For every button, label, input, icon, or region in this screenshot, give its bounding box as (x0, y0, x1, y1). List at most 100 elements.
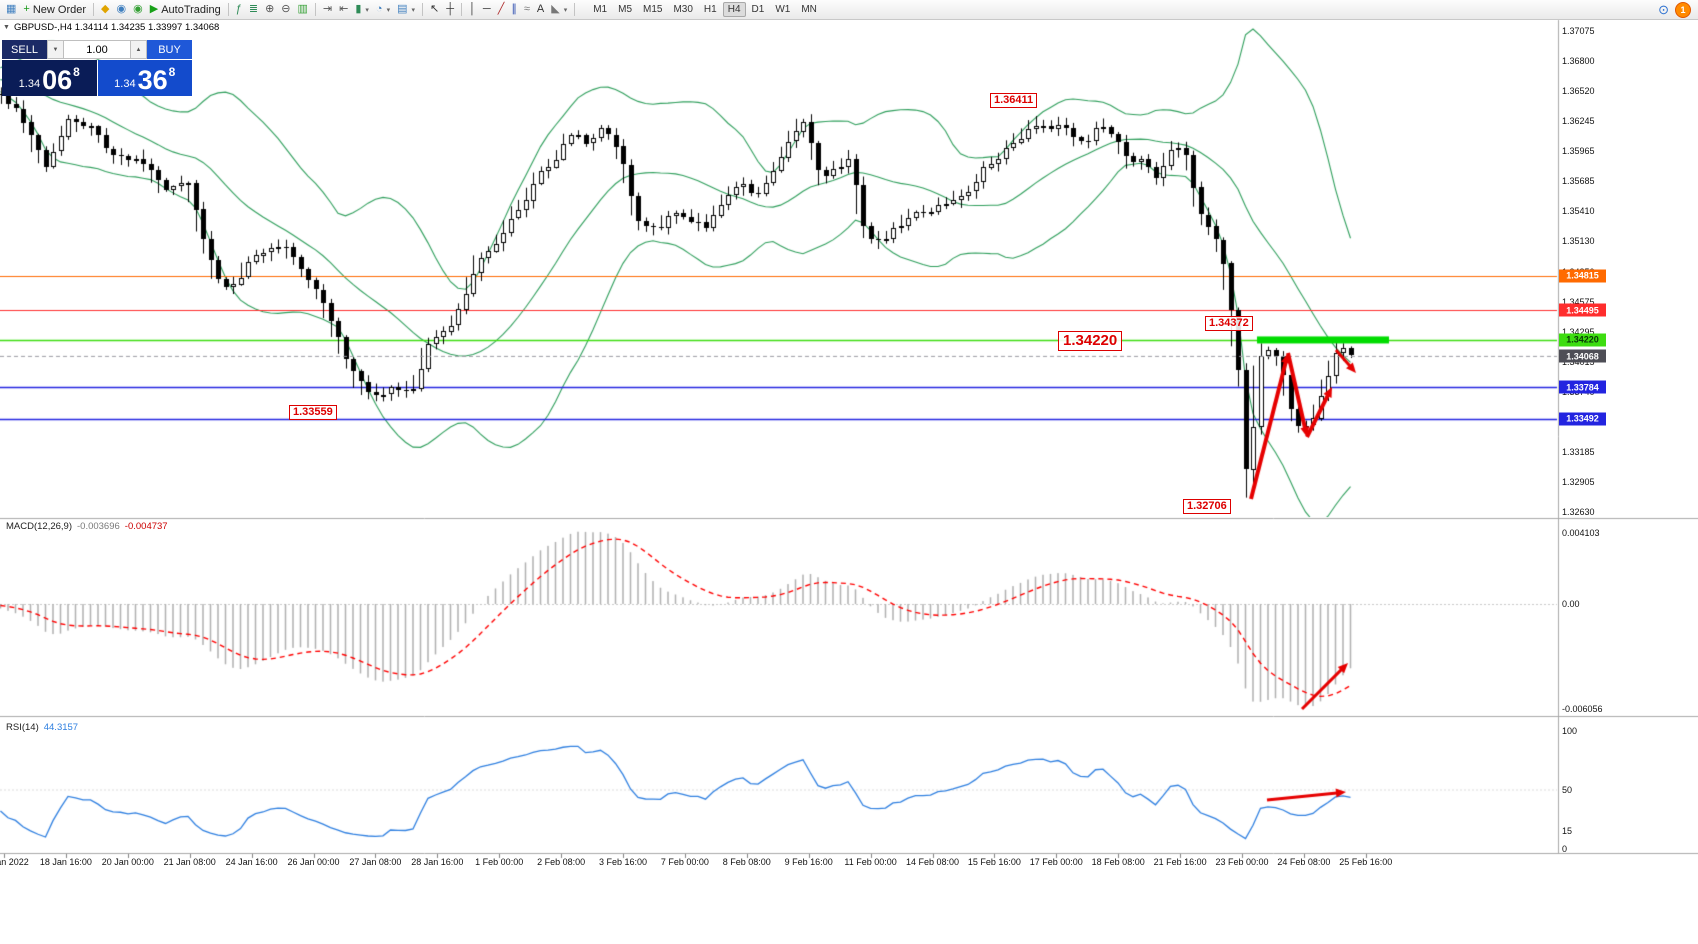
sell-price-sup: 8 (73, 65, 80, 79)
indicators-icon[interactable]: ƒ (233, 1, 245, 18)
price-callout[interactable]: 1.34220 (1058, 331, 1123, 351)
timeframe-m5[interactable]: M5 (618, 4, 633, 15)
time-axis-label: 14 Feb 08:00 (905, 857, 960, 867)
time-axis-label: 17 Jan 2022 (0, 857, 29, 867)
price-axis-tick: 1.33185 (1562, 446, 1595, 457)
price-line-label: 1.33784 (1559, 380, 1606, 394)
time-axis-label: 21 Jan 08:00 (163, 857, 216, 867)
new-order-button-label: New Order (32, 3, 87, 16)
buy-price-big: 36 (137, 65, 168, 95)
sell-button[interactable]: SELL (2, 40, 47, 59)
indicator-list-icon[interactable]: ≣ (246, 1, 261, 18)
timeframe-m1[interactable]: M1 (593, 4, 608, 15)
new-chart-icon[interactable]: ▦ (3, 1, 19, 18)
search-icon[interactable]: ⊙ (1658, 1, 1669, 17)
shapes-icon[interactable]: ◣ ▾ (548, 1, 570, 18)
time-axis-label: 15 Feb 16:00 (967, 857, 1021, 867)
toolbar-separator (93, 3, 95, 16)
price-callout[interactable]: 1.33559 (289, 405, 337, 420)
templates-icon[interactable]: ▤ ▾ (394, 1, 418, 18)
trendline-icon-glyph: ╱ (497, 3, 505, 15)
cursor-icon[interactable]: ↖ (427, 1, 442, 18)
toolbar-separator (227, 3, 229, 16)
toolbar-separator (461, 3, 463, 16)
volume-increase-button[interactable]: ▲ (130, 40, 147, 59)
vertical-line-icon[interactable]: │ (466, 1, 479, 18)
volume-input[interactable] (64, 40, 130, 59)
timeframe-m30[interactable]: M30 (673, 4, 693, 15)
timeframe-h1[interactable]: H1 (703, 4, 717, 15)
auto-scroll-icon[interactable]: ⇥ (320, 1, 335, 18)
time-axis-label: 21 Feb 16:00 (1153, 857, 1207, 867)
price-callout[interactable]: 1.36411 (990, 93, 1038, 108)
price-line-label: 1.34220 (1559, 333, 1606, 347)
equidistant-channel-icon[interactable]: ∥ (508, 1, 520, 18)
time-axis-label: 7 Feb 00:00 (660, 857, 709, 867)
one-click-trading-panel: SELL ▼ ▲ BUY 1.34 06 8 1.34 36 8 (2, 40, 192, 96)
timeframe-mn[interactable]: MN (801, 4, 817, 15)
time-axis-label: 20 Jan 00:00 (101, 857, 154, 867)
strategy-tester-icon-glyph: ◉ (133, 3, 143, 15)
vertical-line-icon-glyph: │ (469, 3, 476, 15)
volume-decrease-button[interactable]: ▼ (47, 40, 64, 59)
fibonacci-icon-glyph: ≈ (523, 3, 530, 15)
crosshair-icon[interactable]: ┼ (443, 1, 457, 18)
price-callout[interactable]: 1.34372 (1205, 316, 1253, 331)
price-axis-tick: 1.35410 (1562, 206, 1595, 217)
zoom-in-icon[interactable]: ⊕ (262, 1, 277, 18)
price-axis-tick: 1.36245 (1562, 115, 1595, 126)
tile-windows-icon[interactable]: ▥ (295, 1, 311, 18)
new-order-button[interactable]: + New Order (20, 1, 89, 18)
toolbar-right: ⊙ 1 (1658, 1, 1695, 18)
current-price-label: 1.34068 (1559, 349, 1606, 363)
price-line-label: 1.33492 (1559, 412, 1606, 426)
strategy-tester-icon[interactable]: ◉ (130, 1, 146, 18)
chart-type-icon-glyph: ▮ (355, 3, 362, 15)
autotrading-button-label: AutoTrading (161, 3, 221, 16)
price-axis-tick: 1.36800 (1562, 55, 1595, 66)
timeframe-h4[interactable]: H4 (722, 2, 746, 17)
new-chart-icon-glyph: ▦ (6, 3, 17, 15)
time-axis-label: 28 Jan 16:00 (411, 857, 464, 867)
time-axis-label: 3 Feb 16:00 (598, 857, 648, 867)
notifications-badge[interactable]: 1 (1675, 1, 1691, 18)
auto-scroll-icon-glyph: ⇥ (322, 3, 333, 15)
fibonacci-icon[interactable]: ≈ (521, 1, 533, 18)
rsi-label: RSI(14) 44.3157 (6, 722, 78, 733)
oneclick-collapse-icon[interactable]: ▼ (3, 24, 10, 31)
sell-price-big: 06 (42, 65, 73, 95)
price-line-label: 1.34815 (1559, 269, 1606, 283)
indicator-list-icon-glyph: ≣ (248, 3, 259, 15)
timeframe-w1[interactable]: W1 (775, 4, 791, 15)
trade-prices-row: 1.34 06 8 1.34 36 8 (2, 60, 192, 96)
mql5-community-icon[interactable]: ◆ (98, 1, 112, 18)
autotrading-button[interactable]: ▶ AutoTrading (147, 1, 224, 18)
price-axis-tick: 1.32630 (1562, 507, 1595, 517)
period-icon[interactable]: ◔ ▾ (373, 1, 393, 18)
text-label-icon[interactable]: A (534, 1, 547, 18)
macd-axis-tick: -0.006056 (1562, 703, 1603, 714)
tile-windows-icon-glyph: ▥ (297, 3, 308, 15)
time-axis-label: 2 Feb 08:00 (537, 857, 586, 867)
macd-axis-tick: 0.004103 (1562, 528, 1600, 538)
zoom-out-icon[interactable]: ⊖ (278, 1, 293, 18)
zoom-out-icon-glyph: ⊖ (281, 3, 291, 15)
horizontal-line-icon[interactable]: ─ (480, 1, 494, 18)
sell-price-display[interactable]: 1.34 06 8 (2, 60, 97, 96)
chart-shift-icon[interactable]: ⇤ (336, 1, 351, 18)
timeframe-d1[interactable]: D1 (751, 4, 765, 15)
dropdown-caret-icon: ▾ (386, 6, 391, 14)
price-callout[interactable]: 1.32706 (1183, 499, 1231, 514)
buy-price-display[interactable]: 1.34 36 8 (97, 60, 192, 96)
macd-axis-tick: 0.00 (1562, 599, 1580, 609)
chart-type-icon[interactable]: ▮ ▾ (352, 1, 372, 18)
buy-button[interactable]: BUY (147, 40, 192, 59)
timeframe-m15[interactable]: M15 (643, 4, 663, 15)
new-order-glyph: + (23, 3, 30, 15)
mql5-community-icon-glyph: ◆ (101, 3, 110, 15)
dropdown-caret-icon: ▾ (563, 6, 568, 14)
trendline-icon[interactable]: ╱ (495, 1, 508, 18)
macd-signal-value: -0.004737 (124, 521, 168, 532)
data-window-icon[interactable]: ◉ (114, 1, 130, 18)
